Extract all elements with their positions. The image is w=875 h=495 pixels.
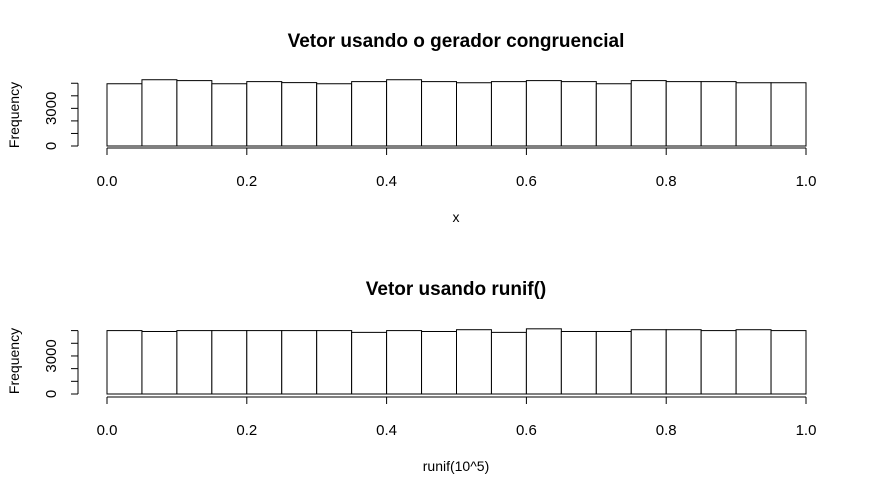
histogram-bar xyxy=(141,79,178,147)
histogram-bar xyxy=(630,329,667,395)
x-tick-label: 0.8 xyxy=(656,173,677,190)
histogram-bar xyxy=(246,81,283,147)
histogram-bar xyxy=(316,330,353,395)
histogram-bar xyxy=(176,80,213,147)
histogram-bar xyxy=(665,329,702,395)
x-tick-label: 0.6 xyxy=(516,422,537,439)
histogram-bar xyxy=(246,330,283,395)
x-tick-label: 0.0 xyxy=(97,422,118,439)
bars-1 xyxy=(106,79,807,147)
x-tick-label: 0.2 xyxy=(236,422,257,439)
y-axis-1: 0 3000 xyxy=(43,82,79,150)
x-tick-label: 0.4 xyxy=(376,422,397,439)
chart-title-2: Vetor usando runif() xyxy=(366,279,547,300)
histogram-bar xyxy=(106,83,143,147)
histogram-bar xyxy=(456,82,492,147)
histogram-bar xyxy=(351,81,388,147)
histogram-bar xyxy=(386,79,423,147)
histogram-bar xyxy=(281,330,318,395)
y-axis-2: 0 3000 xyxy=(43,330,79,398)
histogram-bar xyxy=(316,83,353,147)
histogram-bar xyxy=(595,83,632,147)
y-axis-label-2: Frequency xyxy=(6,328,22,394)
histogram-bar xyxy=(560,81,597,147)
histogram-bar xyxy=(630,80,667,147)
histogram-bar xyxy=(490,81,527,147)
histogram-bar xyxy=(595,330,632,395)
x-axis-1: 0.0 0.2 0.4 0.6 0.8 1.0 xyxy=(97,147,817,190)
histogram-bar xyxy=(421,330,457,395)
histogram-bar xyxy=(456,329,492,395)
histogram-bar xyxy=(770,82,807,147)
x-tick-label: 0.2 xyxy=(236,173,257,190)
histogram-bar xyxy=(735,329,772,395)
histogram-bar xyxy=(525,328,562,395)
x-tick-label: 0.4 xyxy=(376,173,397,190)
x-axis-2: 0.0 0.2 0.4 0.6 0.8 1.0 xyxy=(97,396,817,439)
histogram-bar xyxy=(700,81,737,147)
bars-2 xyxy=(106,328,807,395)
histogram-bar xyxy=(141,330,178,395)
x-axis-label-1: x xyxy=(453,209,460,225)
histogram-bar xyxy=(735,82,772,147)
x-axis-label-2: runif(10^5) xyxy=(423,458,490,474)
histogram-bar xyxy=(525,80,562,147)
histogram-bar xyxy=(421,81,457,147)
histogram-bar xyxy=(106,330,143,395)
x-tick-label: 1.0 xyxy=(796,422,817,439)
histogram-bar xyxy=(351,331,388,395)
y-tick-label: 3000 xyxy=(43,92,60,125)
y-tick-label: 0 xyxy=(43,142,60,150)
histogram-bar xyxy=(176,330,213,395)
y-tick-label: 3000 xyxy=(43,339,60,372)
histogram-bar xyxy=(281,82,318,147)
x-tick-label: 1.0 xyxy=(796,173,817,190)
histogram-bar xyxy=(490,331,527,395)
histogram-bar xyxy=(560,330,597,395)
histogram-bar xyxy=(770,330,807,395)
histogram-bar xyxy=(386,330,423,395)
chart-title-1: Vetor usando o gerador congruencial xyxy=(288,31,625,52)
histogram-panel-1: Vetor usando o gerador congruencial 0.0 0… xyxy=(6,31,816,225)
x-tick-label: 0.8 xyxy=(656,422,677,439)
histogram-bar xyxy=(700,330,737,395)
y-axis-label-1: Frequency xyxy=(6,82,22,148)
histogram-panel-2: Vetor usando runif() 0.0 0.2 0.4 0.6 0.8 1.0 … xyxy=(6,279,816,474)
x-tick-label: 0.6 xyxy=(516,173,537,190)
y-tick-label: 0 xyxy=(43,390,60,398)
histogram-bar xyxy=(211,83,248,147)
x-tick-label: 0.0 xyxy=(97,173,118,190)
histogram-bar xyxy=(665,81,702,147)
histogram-bar xyxy=(211,330,248,395)
